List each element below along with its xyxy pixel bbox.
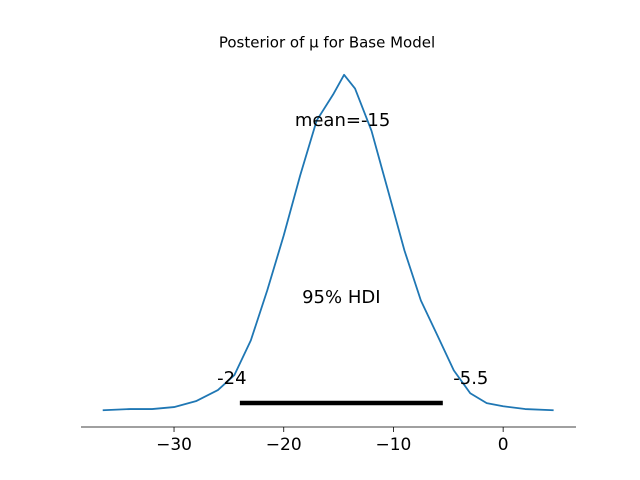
x-tick-label: −30 — [156, 435, 192, 455]
hdi-label: 95% HDI — [302, 287, 380, 308]
density-line — [102, 73, 554, 412]
chart-title: Posterior of μ for Base Model — [219, 34, 435, 52]
x-tick-label: 0 — [498, 435, 509, 455]
hdi-low-label: -24 — [217, 368, 246, 389]
mean-label: mean=-15 — [295, 110, 391, 131]
x-tick-label: −20 — [266, 435, 302, 455]
hdi-high-label: -5.5 — [453, 368, 488, 389]
x-tick-label: −10 — [376, 435, 412, 455]
